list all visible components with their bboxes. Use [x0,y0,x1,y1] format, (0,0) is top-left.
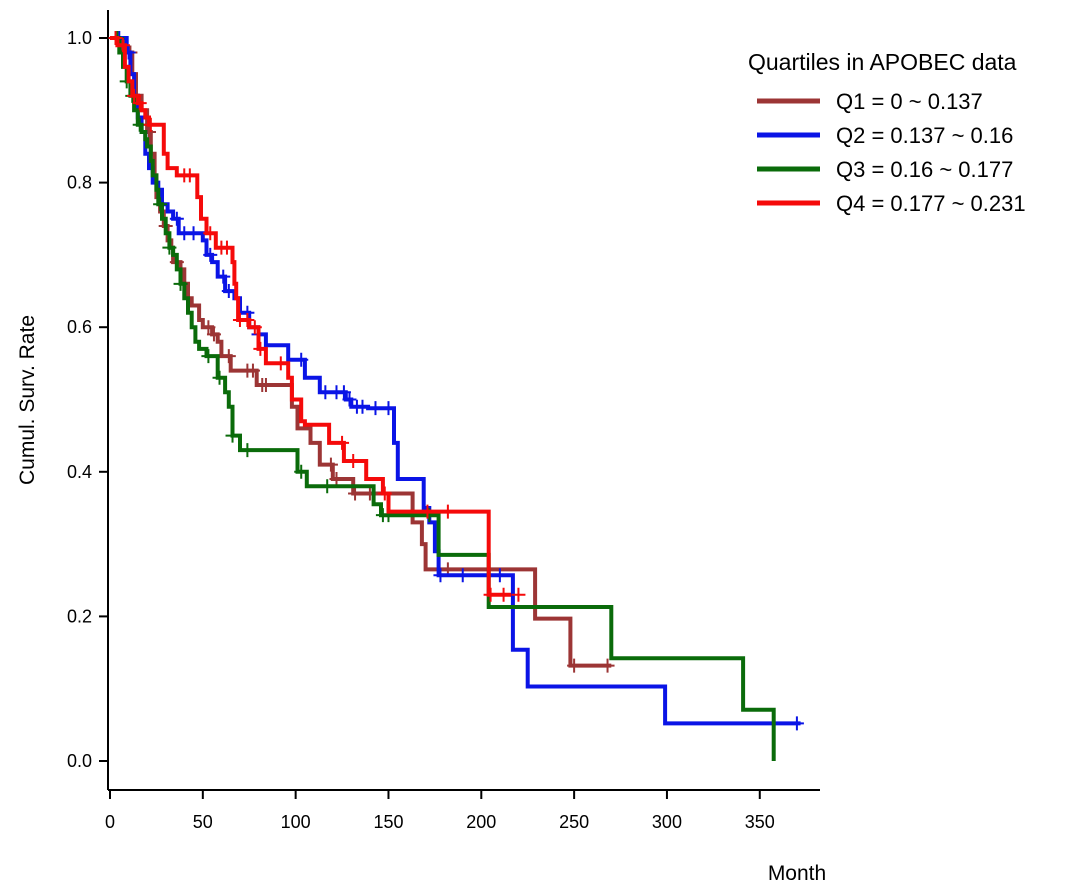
censor-mark-q1 [600,658,615,673]
x-tick-label: 100 [281,812,311,832]
censor-mark-q4 [132,96,147,111]
censor-mark-q3 [212,370,227,385]
legend-label-q4: Q4 = 0.177 ~ 0.231 [836,191,1026,216]
censor-mark-q2 [336,385,351,400]
legend-label-q2: Q2 = 0.137 ~ 0.16 [836,123,1013,148]
axes: 0 50 100 150 200 250 300 350 0.0 0.2 0.4 0.6 0.8 1.0 [67,10,820,832]
x-tick-label: 350 [745,812,775,832]
censor-mark-q2 [186,226,201,241]
censor-mark-q4 [115,38,130,53]
censor-mark-q2 [203,247,218,262]
censor-mark-q4 [253,341,268,356]
censor-mark-q3 [201,349,216,364]
censor-mark-q2 [492,568,507,583]
x-tick-label: 0 [105,812,115,832]
censor-mark-q3 [320,479,335,494]
censor-mark-q2 [433,568,448,583]
censor-mark-q4 [440,504,455,519]
censor-mark-q2 [381,401,396,416]
y-tick-label: 0.0 [67,751,92,771]
legend-label-q1: Q1 = 0 ~ 0.137 [836,89,983,114]
censor-mark-q3 [153,197,168,212]
censor-mark-q4 [346,453,361,468]
censor-mark-q2 [294,352,309,367]
y-tick-label: 1.0 [67,28,92,48]
censor-mark-q4 [483,587,498,602]
censor-mark-q1 [201,320,216,335]
censor-mark-q1 [206,327,221,342]
censor-mark-q1 [245,363,260,378]
censor-mark-q4 [182,168,197,183]
censor-mark-q3 [294,464,309,479]
x-tick-label: 250 [559,812,589,832]
censor-mark-q2 [455,568,470,583]
censor-mark-q1 [329,472,344,487]
censor-mark-q3 [162,240,177,255]
legend-label-q3: Q3 = 0.16 ~ 0.177 [836,157,1013,182]
censor-mark-q1 [258,378,273,393]
x-tick-label: 150 [373,812,403,832]
censor-mark-q4 [377,486,392,501]
censor-mark-q2 [221,284,236,299]
x-axis-label: Month [768,862,826,885]
censor-mark-q4 [420,504,435,519]
censor-mark-q4 [496,587,511,602]
censor-mark-q4 [511,587,526,602]
censor-mark-q4 [143,117,158,132]
legend: Quartiles in APOBEC data Q1 = 0 ~ 0.137 Q… [748,49,1026,216]
censor-mark-q4 [335,435,350,450]
censor-mark-q4 [203,226,218,241]
censor-mark-q4 [240,312,255,327]
censor-mark-q4 [219,240,234,255]
censor-mark-q3 [173,276,188,291]
series-line-q1 [110,36,612,668]
y-tick-label: 0.2 [67,606,92,626]
censor-mark-q4 [247,320,262,335]
y-tick-label: 0.8 [67,173,92,193]
censor-mark-q3 [225,428,240,443]
x-tick-label: 50 [193,812,213,832]
plot-series [108,31,804,761]
censor-mark-q1 [348,486,363,501]
censor-mark-q2 [169,211,184,226]
legend-title: Quartiles in APOBEC data [748,49,1017,75]
y-tick-label: 0.6 [67,317,92,337]
y-tick-label: 0.4 [67,462,92,482]
censor-mark-q2 [789,716,804,731]
censor-mark-q4 [273,356,288,371]
series-line-q3 [110,36,776,761]
censor-mark-q2 [355,399,370,414]
censor-mark-q1 [221,349,236,364]
censor-mark-q4 [108,31,123,45]
x-tick-label: 200 [466,812,496,832]
censor-mark-q2 [216,269,231,284]
censor-mark-q3 [240,443,255,458]
censor-mark-q4 [127,88,142,103]
censor-mark-q2 [368,401,383,416]
censor-mark-q2 [342,392,357,407]
x-tick-label: 300 [652,812,682,832]
y-axis-label: Cumul. Surv. Rate [16,315,39,485]
censor-mark-q1 [323,457,338,472]
censor-mark-q1 [567,658,582,673]
series-line-q2 [110,36,801,726]
